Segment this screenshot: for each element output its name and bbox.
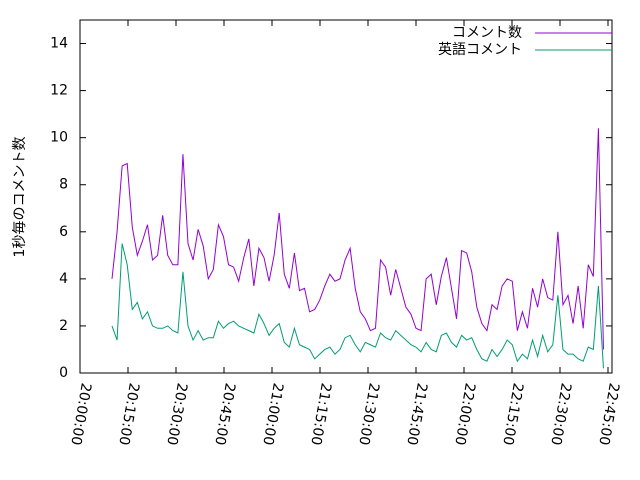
series-line xyxy=(111,128,604,350)
series-line xyxy=(111,243,604,369)
x-tick-label: 22:15:00 xyxy=(499,382,526,447)
x-tick-label: 21:15:00 xyxy=(307,382,334,447)
y-tick-label: 4 xyxy=(59,271,68,287)
x-tick-label: 22:00:00 xyxy=(451,382,478,447)
y-tick-label: 2 xyxy=(59,318,68,334)
x-tick-label: 20:30:00 xyxy=(163,382,190,447)
y-tick-label: 0 xyxy=(59,365,68,381)
y-tick-label: 10 xyxy=(50,130,68,146)
y-tick-label: 6 xyxy=(59,224,68,240)
x-tick-label: 21:30:00 xyxy=(355,382,382,447)
plot-frame xyxy=(79,19,613,374)
y-axis-label: 1秒毎のコメント数 xyxy=(12,137,28,258)
x-tick-label: 20:00:00 xyxy=(67,382,94,447)
y-tick-label: 14 xyxy=(50,36,68,52)
y-tick-label: 8 xyxy=(59,177,68,193)
x-tick-label: 21:45:00 xyxy=(403,382,430,447)
x-tick-label: 22:30:00 xyxy=(547,382,574,447)
legend-label: 英語コメント xyxy=(438,41,522,58)
x-tick-label: 20:45:00 xyxy=(211,382,238,447)
x-tick-label: 20:15:00 xyxy=(115,382,142,447)
x-tick-label: 22:45:00 xyxy=(595,382,622,447)
legend-label: コメント数 xyxy=(452,25,522,41)
y-tick-label: 12 xyxy=(50,83,68,99)
x-tick-label: 21:00:00 xyxy=(259,382,286,447)
